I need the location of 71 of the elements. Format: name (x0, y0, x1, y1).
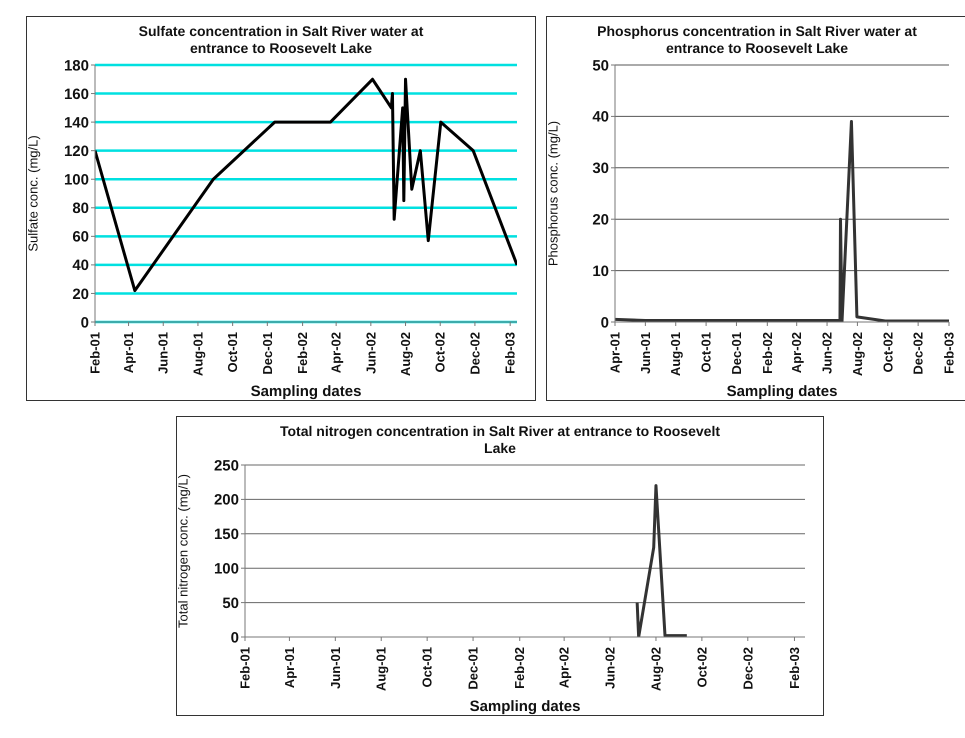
y-tick-label: 30 (592, 160, 609, 178)
x-tick-label: Dec-01 (260, 332, 275, 375)
x-tick-label: Jun-01 (156, 332, 171, 374)
x-tick-label: Dec-02 (910, 332, 926, 375)
y-tick-label: 50 (592, 57, 609, 74)
x-tick-label: Feb-03 (942, 332, 956, 374)
chart-title: Total nitrogen concentration in Salt River at entrance to Roosevelt Lake (278, 423, 722, 458)
y-tick-label: 40 (592, 108, 609, 126)
x-tick-label: Jun-02 (602, 647, 618, 689)
line-series (95, 78, 517, 292)
y-tick-label: 100 (214, 560, 239, 578)
y-axis-title: Phosphorus conc. (mg/L) (546, 120, 561, 266)
x-tick-label: Dec-01 (728, 332, 744, 375)
y-axis-title: Sulfate conc. (mg/L) (26, 135, 41, 252)
y-tick-label: 60 (72, 228, 89, 246)
y-tick-label: 20 (72, 286, 89, 303)
x-tick-label: Dec-02 (467, 332, 482, 375)
line-series (636, 484, 688, 637)
x-tick-label: Oct-02 (432, 332, 448, 372)
chart-title: Phosphorus concentration in Salt River water at entrance to Roosevelt Lake (597, 23, 917, 58)
y-tick-label: 0 (600, 314, 609, 332)
y-tick-label: 120 (64, 142, 89, 160)
x-tick-label: Aug-02 (850, 332, 865, 376)
y-tick-label: 140 (64, 114, 89, 132)
y-tick-label: 150 (214, 526, 239, 544)
x-axis-title: Sampling dates (250, 383, 362, 400)
x-tick-label: Feb-02 (512, 647, 528, 689)
x-tick-label: Feb-02 (295, 332, 310, 374)
x-tick-label: Oct-01 (698, 332, 714, 372)
x-tick-label: Feb-03 (502, 332, 518, 374)
chart-title: Sulfate concentration in Salt River water at entrance to Roosevelt Lake (138, 23, 424, 58)
x-tick-label: Aug-01 (668, 332, 684, 376)
y-axis-title: Total nitrogen conc. (mg/L) (176, 474, 191, 628)
x-tick-label: Jun-02 (820, 332, 835, 374)
x-tick-label: Aug-02 (648, 647, 664, 692)
x-tick-label: Apr-02 (328, 332, 344, 374)
x-tick-label: Jun-01 (328, 647, 343, 689)
x-tick-label: Jun-01 (638, 332, 653, 374)
x-tick-label: Apr-01 (608, 332, 622, 374)
y-tick-label: 40 (72, 257, 89, 274)
y-tick-label: 250 (214, 457, 239, 474)
x-tick-label: Aug-01 (190, 332, 206, 376)
x-tick-label: Jun-02 (363, 332, 378, 374)
x-tick-label: Dec-01 (466, 647, 481, 690)
y-tick-label: 160 (64, 86, 89, 103)
y-tick-label: 50 (222, 594, 239, 612)
x-axis-title: Sampling dates (470, 698, 580, 715)
x-tick-label: Dec-02 (740, 647, 756, 690)
x-tick-label: Apr-01 (282, 647, 297, 688)
x-tick-label: Apr-02 (789, 332, 804, 374)
x-tick-label: Oct-02 (880, 332, 896, 372)
x-axis-title: Sampling dates (726, 383, 838, 400)
y-tick-label: 0 (230, 629, 239, 646)
y-tick-label: 100 (64, 172, 89, 189)
x-tick-label: Feb-01 (238, 647, 252, 689)
y-tick-label: 200 (214, 492, 239, 509)
y-tick-label: 180 (64, 57, 89, 74)
x-tick-label: Apr-02 (556, 647, 572, 688)
y-tick-label: 0 (80, 314, 89, 332)
x-tick-label: Aug-02 (398, 332, 414, 376)
x-tick-label: Oct-01 (420, 647, 435, 688)
x-tick-label: Feb-03 (786, 647, 802, 689)
x-tick-label: Oct-02 (694, 647, 710, 688)
x-tick-label: Feb-01 (88, 332, 102, 374)
x-tick-label: Feb-02 (760, 332, 775, 374)
y-tick-label: 10 (592, 262, 609, 280)
y-tick-label: 20 (592, 212, 609, 229)
x-tick-label: Oct-01 (225, 332, 240, 372)
x-tick-label: Apr-01 (121, 332, 136, 374)
x-tick-label: Aug-01 (374, 647, 389, 692)
y-tick-label: 80 (72, 200, 89, 218)
